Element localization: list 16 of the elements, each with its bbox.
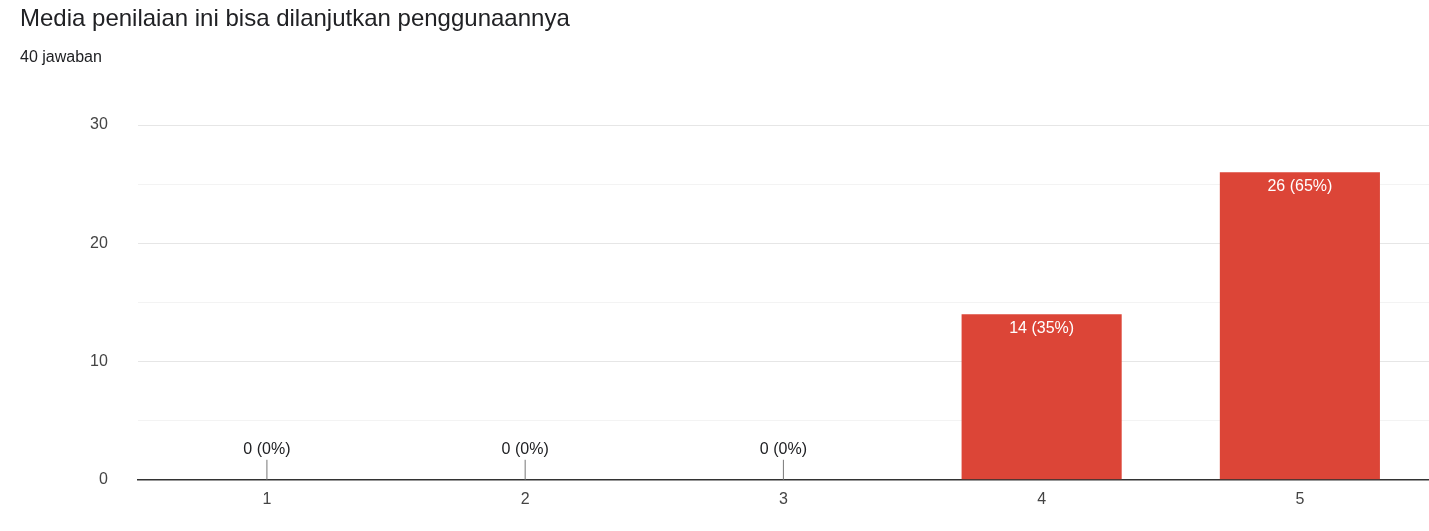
data-label: 26 (65%) [1267,176,1333,194]
y-tick-label: 30 [90,115,108,133]
data-label: 0 (0%) [243,440,291,458]
data-label: 14 (35%) [1009,318,1075,336]
chart-subtitle: 40 jawaban [20,48,102,66]
y-tick-label: 0 [98,470,108,488]
x-tick-label: 2 [520,489,530,507]
x-tick-label: 3 [778,489,788,507]
y-tick-label: 10 [90,351,108,369]
data-label: 0 (0%) [501,440,549,458]
x-tick-label: 5 [1295,489,1305,507]
chart-title: Media penilaian ini bisa dilanjutkan penggunaannya [20,4,570,32]
data-label: 0 (0%) [759,440,807,458]
y-tick-label: 20 [90,233,108,251]
x-tick-label: 4 [1037,489,1047,507]
x-tick-label: 1 [262,489,272,507]
